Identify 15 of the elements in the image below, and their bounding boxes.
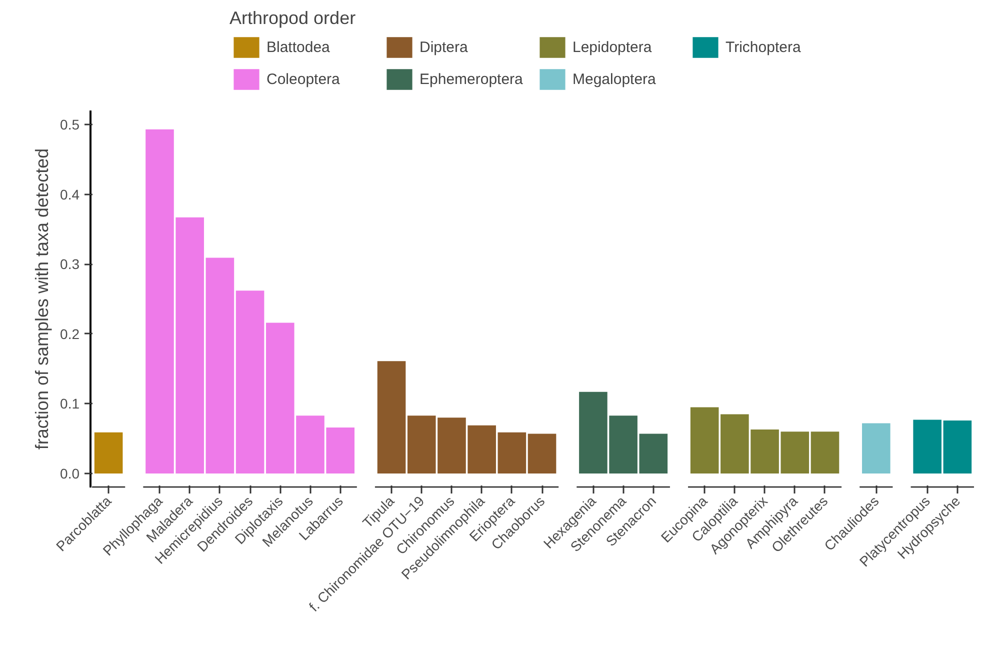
y-tick-label: 0.1 (60, 396, 80, 412)
legend-label: Diptera (420, 38, 469, 56)
legend-label: Blattodea (266, 38, 331, 56)
legend-label: Megaloptera (572, 70, 657, 88)
y-tick-label: 0.3 (60, 256, 80, 272)
y-tick-label: 0.2 (60, 326, 80, 342)
legend-label: Ephemeroptera (420, 70, 524, 88)
legend-label: Trichoptera (726, 38, 802, 56)
y-tick-label: 0.5 (60, 116, 80, 132)
y-tick-label: 0.0 (60, 466, 80, 482)
legend-label: Lepidoptera (572, 38, 653, 56)
y-axis-title: fraction of samples with taxa detected (32, 148, 52, 450)
legend-label: Coleoptera (266, 70, 341, 88)
y-tick-label: 0.4 (60, 186, 80, 202)
legend-title: Arthropod order (230, 8, 357, 29)
